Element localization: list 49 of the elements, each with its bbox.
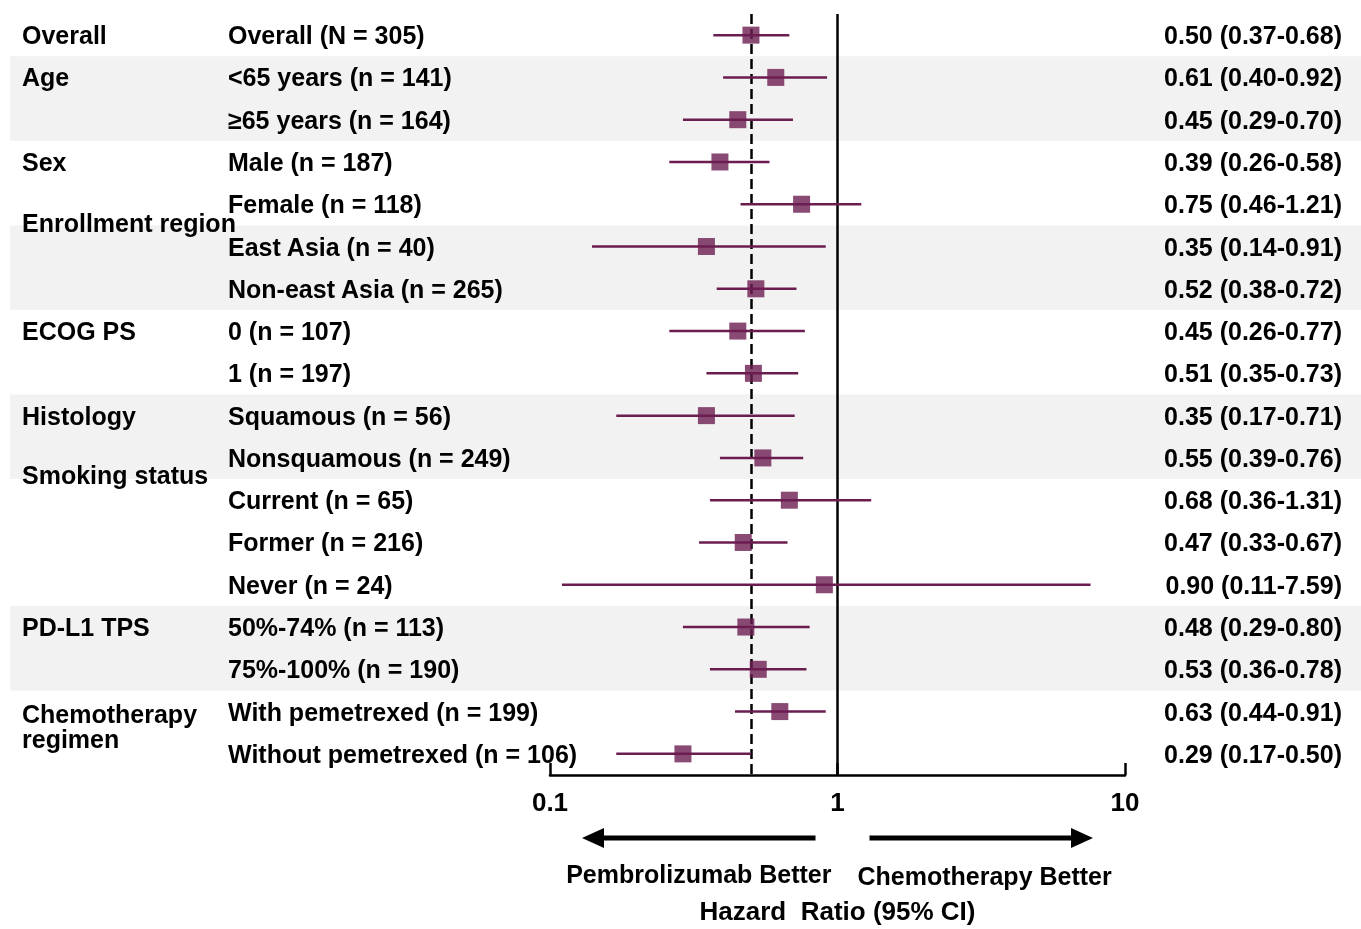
text: Sex (22, 147, 67, 176)
data-label: 0.35 (0.17-0.71) (1164, 401, 1342, 430)
data-label: 0.61 (0.40-0.92) (1164, 63, 1342, 92)
y-tick-label: ≥65 years (n = 164) (228, 105, 451, 134)
text: Chemotherapy regimen (22, 699, 204, 753)
y-tick-label: Never (n = 24) (228, 570, 393, 599)
text: Chemotherapy Better (857, 862, 1112, 890)
y-tick-label: Non-east Asia (n = 265) (228, 274, 503, 303)
y-tick-label: Overall (N = 305) (228, 21, 425, 50)
y-tick-label: 0 (n = 107) (228, 317, 351, 346)
data-label: 0.53 (0.36-0.78) (1164, 655, 1342, 684)
text: Histology (22, 401, 136, 430)
y-tick-label: Without pemetrexed (n = 106) (228, 739, 578, 768)
data-label: 0.75 (0.46-1.21) (1164, 190, 1342, 219)
y-tick-label: 50%-74% (n = 113) (228, 613, 445, 642)
text: Pembrolizumab Better (566, 860, 832, 888)
data-label: 0.45 (0.26-0.77) (1164, 317, 1342, 346)
y-tick-label: East Asia (n = 40) (228, 232, 435, 261)
text: Smoking status (22, 460, 209, 489)
data-label: 0.35 (0.14-0.91) (1164, 232, 1342, 261)
x-axis-title: Hazard Ratio (95% CI) (699, 896, 976, 926)
data-label: 0.51 (0.35-0.73) (1164, 359, 1342, 388)
data-label: 0.50 (0.37-0.68) (1164, 21, 1342, 50)
text: ECOG PS (22, 317, 136, 346)
y-tick-label: Former (n = 216) (228, 528, 424, 557)
y-tick-label: Male (n = 187) (228, 147, 393, 176)
data-label: 0.63 (0.44-0.91) (1164, 697, 1342, 726)
data-label: 0.55 (0.39-0.76) (1164, 443, 1342, 472)
y-tick-label: Current (n = 65) (228, 486, 414, 515)
text: Overall (22, 21, 107, 50)
text: PD-L1 TPS (22, 613, 150, 642)
data-label: 0.47 (0.33-0.67) (1164, 528, 1342, 557)
y-tick-label: With pemetrexed (n = 199) (228, 697, 539, 726)
x-tick-label: 1 (830, 787, 845, 817)
y-tick-label: Nonsquamous (n = 249) (228, 443, 511, 472)
y-tick-label: 1 (n = 197) (228, 359, 351, 388)
x-tick-label: 10 (1110, 787, 1140, 817)
data-label: 0.29 (0.17-0.50) (1164, 739, 1342, 768)
y-tick-label: <65 years (n = 141) (228, 63, 452, 92)
data-label: 0.48 (0.29-0.80) (1164, 613, 1342, 642)
data-label: 0.90 (0.11-7.59) (1165, 570, 1342, 599)
y-tick-label: Squamous (n = 56) (228, 401, 451, 430)
data-label: 0.52 (0.38-0.72) (1164, 274, 1342, 303)
data-label: 0.68 (0.36-1.31) (1164, 486, 1342, 515)
data-label: 0.39 (0.26-0.58) (1164, 147, 1342, 176)
y-tick-label: 75%-100% (n = 190) (228, 655, 460, 684)
data-label: 0.45 (0.29-0.70) (1164, 105, 1342, 134)
text: Age (22, 63, 70, 92)
x-tick-label: 0.1 (531, 787, 569, 817)
